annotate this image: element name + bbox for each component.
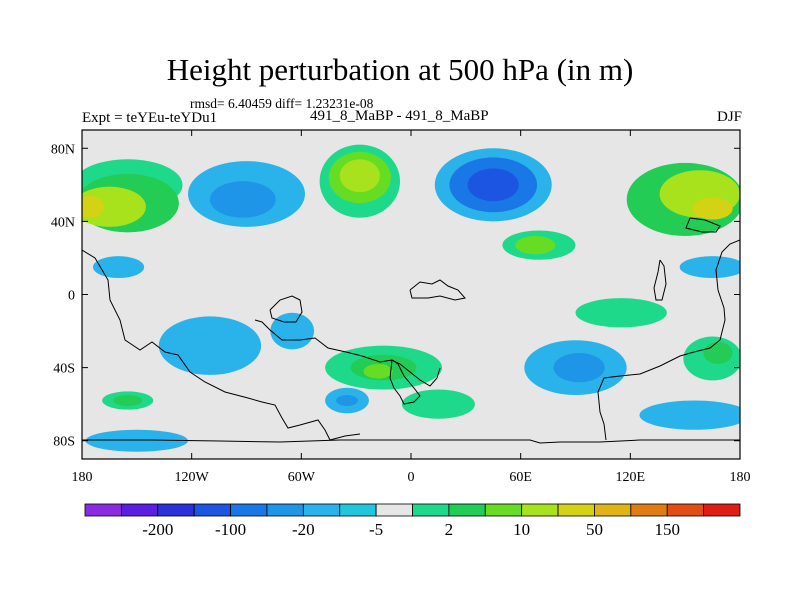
y-tick-label: 40N xyxy=(51,215,75,230)
region-pacific-north-peak xyxy=(82,195,104,218)
coastline-layer xyxy=(82,217,740,444)
coastline-south-indian xyxy=(389,359,421,405)
experiment-label: Expt = teYEu-teYDu1 xyxy=(82,110,218,126)
colorbar-swatch xyxy=(230,503,268,517)
coastline-island-a xyxy=(269,295,303,323)
coastline-south-america xyxy=(82,249,361,441)
region-sw-positive-core xyxy=(113,395,143,406)
x-tick-label: 120W xyxy=(175,470,210,485)
colorbar-swatch xyxy=(594,503,632,517)
region-south-pacific-negative xyxy=(158,316,262,375)
coastline-antarctica xyxy=(82,439,740,444)
region-southern-positive-lane xyxy=(401,389,475,419)
stats-line: rmsd= 6.40459 diff= 1.23231e-08 xyxy=(190,96,374,111)
y-tick-label: 40S xyxy=(53,362,75,377)
x-tick-label: 60W xyxy=(288,470,316,485)
region-tropical-east-negative xyxy=(679,256,740,279)
region-south-pole-negative xyxy=(639,400,740,430)
y-tick-label: 80N xyxy=(51,142,75,157)
region-atlantic-positive-core xyxy=(339,159,380,193)
colorbar-swatch xyxy=(484,503,523,517)
region-southern-negative-small-core xyxy=(336,395,358,406)
coastline-africa xyxy=(254,319,441,387)
colorbar-swatch xyxy=(266,503,304,517)
x-tick-label: 60E xyxy=(509,470,532,485)
contour-regions xyxy=(82,144,740,452)
region-indian-ocean-negative-core xyxy=(553,352,605,383)
colorbar-swatch xyxy=(703,503,741,517)
colorbar-swatch xyxy=(630,503,668,517)
colorbar-label: 150 xyxy=(654,520,680,539)
colorbar-label: -200 xyxy=(142,520,173,539)
region-pacific-north-core xyxy=(82,186,146,227)
coastline-asia-east xyxy=(409,279,466,301)
x-tick-label: 0 xyxy=(408,470,415,485)
x-tick-label: 180 xyxy=(730,470,751,485)
colorbar-label: -5 xyxy=(369,520,383,539)
colorbar-swatch xyxy=(339,503,377,517)
region-pacific-east-core xyxy=(692,197,733,220)
region-north-america-negative-core xyxy=(209,181,276,218)
x-axis: 180 120W 60W 0 60E 120E 180 xyxy=(72,130,751,485)
region-asia-positive-core xyxy=(515,236,556,255)
colorbar-swatch xyxy=(375,503,413,517)
colorbar: -200 -100 -20 -5 2 10 50 150 xyxy=(84,503,741,539)
colorbar-swatch xyxy=(120,503,159,517)
colorbar-label: 10 xyxy=(513,520,530,539)
colorbar-label: 50 xyxy=(586,520,603,539)
colorbar-swatch xyxy=(84,503,122,517)
colorbar-swatch xyxy=(157,503,195,517)
chart-title: Height perturbation at 500 hPa (in m) xyxy=(166,52,634,87)
colorbar-swatch xyxy=(521,503,559,517)
x-tick-label: 120E xyxy=(616,470,646,485)
colorbar-swatch xyxy=(557,503,595,517)
y-tick-label: 80S xyxy=(53,435,75,450)
colorbar-label: 2 xyxy=(445,520,454,539)
region-eurasia-negative-core xyxy=(467,168,519,202)
coastline-america-east xyxy=(685,217,721,233)
region-southern-indian-positive xyxy=(575,298,667,328)
season-label: DJF xyxy=(716,109,742,125)
region-antarctic-negative xyxy=(85,429,189,452)
colorbar-label: -100 xyxy=(215,520,246,539)
region-south-atlantic-peak xyxy=(363,363,393,379)
colorbar-swatch xyxy=(666,503,705,517)
colorbar-swatch xyxy=(412,503,450,517)
y-tick-label: 0 xyxy=(68,289,75,304)
region-south-america-negative xyxy=(270,312,315,350)
colorbar-swatch xyxy=(302,503,341,517)
colorbar-swatch xyxy=(448,503,486,517)
colorbar-swatch xyxy=(193,503,231,517)
case-label: 491_8_MaBP - 491_8_MaBP xyxy=(310,108,489,124)
region-tropical-pacific-negative xyxy=(92,256,145,279)
coastline-east-edge xyxy=(597,239,740,441)
y-axis: 80N 40N 0 40S 80S xyxy=(51,142,740,450)
coastline-pacific-islands xyxy=(653,259,667,301)
colorbar-label: -20 xyxy=(292,520,315,539)
region-southern-pacific-core xyxy=(703,342,733,364)
x-tick-label: 180 xyxy=(72,470,93,485)
